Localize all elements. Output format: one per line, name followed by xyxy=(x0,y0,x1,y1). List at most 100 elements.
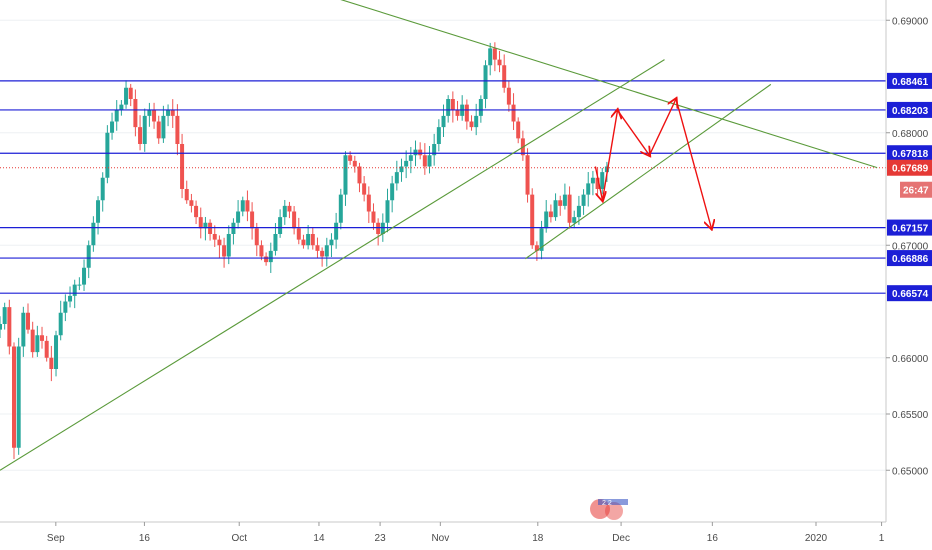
candle-body xyxy=(301,239,306,246)
candle-body xyxy=(138,127,143,144)
candle xyxy=(282,199,287,225)
candle xyxy=(385,188,390,233)
candle-body xyxy=(376,222,381,234)
candle-body xyxy=(26,312,31,330)
candle-body xyxy=(231,222,236,234)
candle-body xyxy=(268,250,273,263)
candle-body xyxy=(474,115,479,128)
candle-body xyxy=(450,99,455,111)
candle xyxy=(236,200,241,229)
candle-body xyxy=(553,200,558,218)
candle-body xyxy=(558,200,563,206)
candle-body xyxy=(483,65,488,99)
candle xyxy=(49,345,54,382)
candle xyxy=(362,176,367,202)
candle-body xyxy=(152,110,157,122)
candle xyxy=(100,172,105,212)
candle-body xyxy=(208,222,213,234)
price-tick-label: 0.67000 xyxy=(892,241,929,252)
candle xyxy=(26,303,31,334)
candle xyxy=(7,299,12,355)
candle-body xyxy=(446,99,451,116)
level-label: 0.67818 xyxy=(892,149,929,160)
candle xyxy=(292,206,297,235)
candle-body xyxy=(436,127,441,144)
candle-body xyxy=(343,155,348,195)
candle-body xyxy=(422,155,427,167)
candle-body xyxy=(114,110,119,122)
candle-body xyxy=(82,267,87,285)
candle-body xyxy=(226,234,231,257)
candle-body xyxy=(77,284,82,286)
candle xyxy=(287,201,292,219)
countdown-badge xyxy=(900,181,932,198)
candle-body xyxy=(49,357,54,369)
candle-body xyxy=(175,115,180,144)
price-axis[interactable]: 0.69000 0.68000 0.67000 0.66000 0.65500 0.650… xyxy=(886,16,932,477)
candle-body xyxy=(180,144,185,189)
candle xyxy=(324,237,329,267)
candle xyxy=(455,100,460,121)
candle-body xyxy=(464,104,469,122)
candle-body xyxy=(511,104,516,122)
trendlines xyxy=(0,0,878,471)
level-label-badge xyxy=(887,219,932,236)
candle-body xyxy=(40,335,45,341)
candle-body xyxy=(35,335,40,353)
candle-body xyxy=(203,222,208,229)
candle xyxy=(273,223,278,256)
price-tick-label: 0.66000 xyxy=(892,354,929,365)
grid-lines xyxy=(0,19,886,471)
candle-body xyxy=(0,324,2,330)
candle xyxy=(161,105,166,143)
logo-watermark: 2 2 xyxy=(590,499,628,520)
candle xyxy=(488,42,493,76)
level-label-badge xyxy=(887,101,932,118)
candle xyxy=(91,216,96,252)
candle xyxy=(245,190,250,222)
candle-body xyxy=(497,59,502,66)
candle xyxy=(343,151,348,206)
candle-body xyxy=(544,211,549,229)
candle-body xyxy=(198,217,203,229)
candle xyxy=(114,100,119,131)
time-axis[interactable]: Sep 16 Oct 14 23 Nov 18 Dec 16 2020 1 xyxy=(47,522,885,544)
candle xyxy=(586,172,591,207)
candle xyxy=(516,117,521,144)
candle xyxy=(399,158,404,182)
candle xyxy=(184,180,189,204)
candle-body xyxy=(184,189,189,201)
candle-body xyxy=(348,155,353,161)
candle xyxy=(581,189,586,215)
candle xyxy=(250,202,255,240)
candle-body xyxy=(147,110,152,116)
candle xyxy=(63,294,68,322)
candle xyxy=(600,167,605,195)
candle xyxy=(128,83,133,107)
candle xyxy=(418,142,423,160)
candle-body xyxy=(390,183,395,201)
candle-body xyxy=(100,177,105,201)
candle-body xyxy=(96,200,101,223)
candle xyxy=(562,183,567,210)
level-label: 0.68461 xyxy=(892,77,929,88)
candle xyxy=(16,337,21,455)
candle xyxy=(156,115,161,144)
projection-arrow xyxy=(675,98,711,228)
time-tick-label: 16 xyxy=(139,533,151,544)
candle-body xyxy=(320,250,325,257)
level-label: 0.68203 xyxy=(892,106,929,117)
candle-body xyxy=(287,205,292,212)
candle xyxy=(334,212,339,249)
candle-body xyxy=(156,121,161,139)
level-label: 0.66886 xyxy=(892,254,929,265)
candle-body xyxy=(413,149,418,156)
candle-body xyxy=(478,99,483,116)
trendline xyxy=(340,0,878,169)
time-tick-label: Dec xyxy=(612,533,630,544)
candle-body xyxy=(124,87,129,105)
candle xyxy=(567,186,572,229)
candle-body xyxy=(534,245,539,251)
candle xyxy=(194,200,199,225)
